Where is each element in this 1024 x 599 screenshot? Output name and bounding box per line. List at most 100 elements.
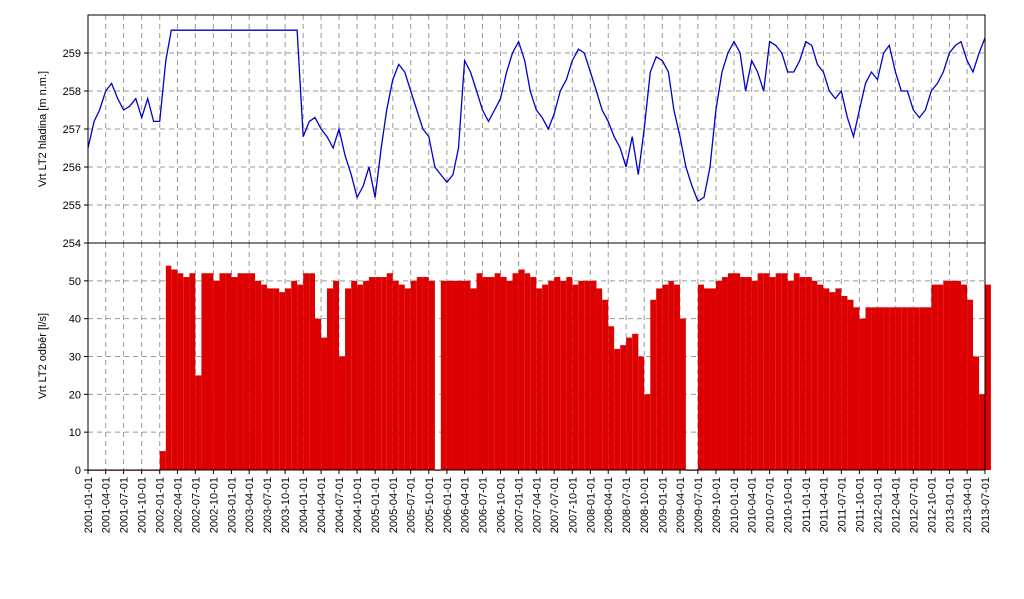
bar — [500, 277, 507, 470]
x-tick-label: 2003-10-01 — [280, 477, 292, 533]
bar — [159, 451, 166, 470]
y-tick-label: 259 — [63, 48, 81, 60]
bar — [673, 284, 680, 470]
x-tick-label: 2001-04-01 — [101, 477, 113, 533]
bar — [560, 280, 567, 470]
x-tick-label: 2005-10-01 — [424, 477, 436, 533]
bar — [548, 280, 555, 470]
x-tick-label: 2011-07-01 — [836, 477, 848, 532]
bar — [799, 277, 806, 470]
x-tick-label: 2004-01-01 — [298, 477, 310, 533]
bar — [668, 280, 674, 470]
data-line — [87, 29, 986, 203]
bar — [967, 299, 974, 470]
bar — [261, 284, 268, 470]
x-tick-label: 2013-01-01 — [944, 477, 956, 533]
bar — [392, 280, 399, 470]
bar — [566, 277, 573, 470]
bar — [763, 273, 770, 470]
x-tick-label: 2008-01-01 — [585, 477, 597, 533]
bar — [440, 280, 447, 470]
bar — [805, 277, 812, 470]
bar — [464, 280, 471, 470]
bar — [315, 318, 322, 470]
bar — [931, 284, 938, 470]
bar — [662, 284, 669, 470]
bar — [446, 280, 453, 470]
bar — [225, 273, 232, 470]
bar — [554, 277, 561, 470]
bar — [901, 307, 908, 470]
bar — [177, 273, 184, 470]
bar — [201, 273, 208, 470]
x-tick-label: 2012-10-01 — [926, 477, 938, 533]
x-tick-label: 2009-10-01 — [711, 477, 723, 533]
x-tick-label: 2011-01-01 — [801, 477, 813, 532]
bar — [345, 288, 352, 470]
bar — [626, 337, 633, 470]
bar — [297, 284, 304, 470]
bar — [321, 337, 327, 470]
bar — [638, 356, 645, 470]
bar — [524, 273, 531, 470]
x-tick-label: 2002-01-01 — [155, 477, 167, 533]
bar — [727, 273, 735, 470]
bar — [703, 288, 711, 470]
bar — [973, 356, 980, 470]
x-tick-label: 2008-10-01 — [639, 477, 651, 533]
bar — [285, 288, 292, 470]
bar — [506, 280, 513, 470]
x-tick-label: 2010-04-01 — [747, 477, 759, 533]
bar — [847, 299, 854, 470]
bar — [596, 288, 603, 470]
bar — [386, 273, 393, 470]
x-tick-label: 2005-01-01 — [370, 477, 382, 533]
x-tick-label: 2007-10-01 — [567, 477, 579, 533]
bar — [722, 277, 728, 470]
bar — [829, 292, 836, 470]
x-tick-label: 2001-07-01 — [119, 477, 131, 533]
bar — [291, 280, 298, 470]
bar — [213, 280, 220, 470]
x-tick-label: 2008-07-01 — [621, 477, 633, 533]
x-tick-label: 2001-01-01 — [83, 477, 95, 533]
bar — [195, 375, 202, 470]
bar — [823, 288, 830, 470]
y-tick-label: 20 — [69, 389, 81, 401]
y-tick-label: 255 — [63, 200, 81, 212]
x-tick-label: 2007-07-01 — [549, 477, 561, 533]
bar — [697, 284, 704, 470]
bar — [871, 307, 878, 470]
x-tick-label: 2002-04-01 — [172, 477, 184, 533]
bar — [255, 280, 262, 470]
bar — [243, 273, 250, 470]
y-tick-label: 257 — [63, 124, 81, 136]
x-tick-label: 2004-10-01 — [352, 477, 364, 533]
x-tick-label: 2009-04-01 — [675, 477, 687, 533]
bar — [913, 307, 920, 470]
x-tick-label: 2005-07-01 — [406, 477, 418, 533]
bar — [482, 277, 489, 470]
x-tick-label: 2002-07-01 — [190, 477, 202, 533]
bar — [883, 307, 890, 470]
x-tick-label: 2004-07-01 — [334, 477, 346, 533]
bar — [572, 284, 579, 470]
bar — [925, 307, 932, 470]
bar — [781, 273, 788, 470]
bar — [536, 288, 543, 470]
bar — [745, 277, 752, 470]
x-tick-label: 2008-04-01 — [603, 477, 615, 533]
bar — [309, 273, 316, 470]
y-tick-label: 30 — [69, 352, 81, 364]
bar — [494, 273, 501, 470]
bar — [237, 273, 244, 470]
y-tick-label: 0 — [75, 465, 81, 477]
bar — [632, 333, 639, 470]
bar — [853, 307, 860, 470]
x-tick-label: 2010-10-01 — [783, 477, 795, 533]
bar — [715, 280, 723, 470]
bar — [590, 280, 597, 470]
bar — [907, 307, 914, 470]
x-tick-label: 2012-04-01 — [890, 477, 902, 533]
